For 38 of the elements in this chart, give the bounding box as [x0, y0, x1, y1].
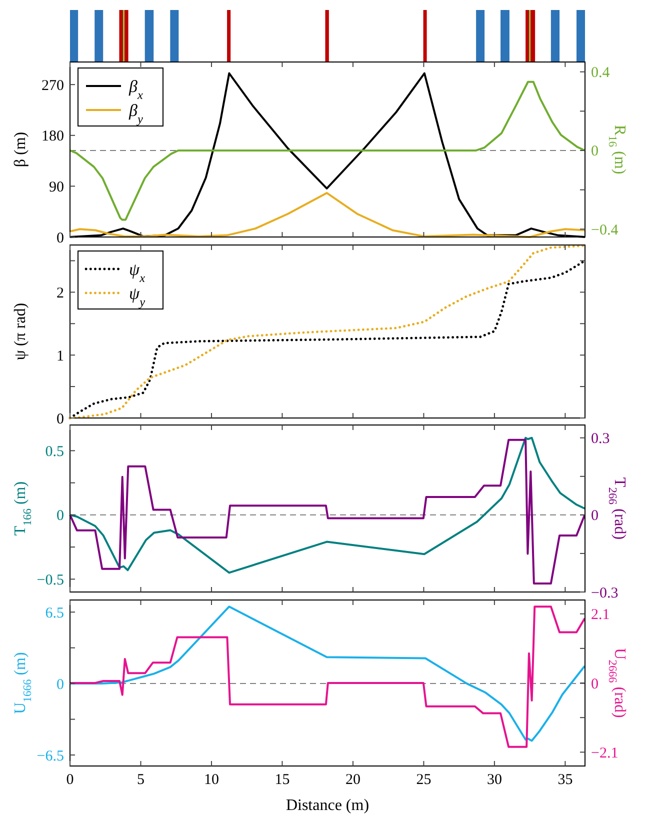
- y-tick-label: 1: [56, 348, 64, 364]
- y2-tick-label: 2.1: [591, 607, 610, 624]
- y2-tick-label: 0.3: [591, 431, 610, 448]
- y-tick-label: −0.5: [36, 572, 64, 588]
- y2-tick-label: 0: [591, 144, 598, 160]
- x-tick-label: 25: [416, 772, 432, 788]
- y-tick-label: 180: [42, 128, 64, 145]
- y2-tick-label: −0.3: [591, 585, 618, 602]
- x-tick-label: 35: [558, 772, 573, 788]
- y-tick-label: 6.5: [45, 605, 64, 622]
- y2-tick-label: −2.1: [591, 745, 618, 762]
- y-tick-label: −6.5: [36, 748, 64, 764]
- y-tick-label: 0.5: [45, 444, 64, 460]
- y-tick-label: 0: [56, 230, 64, 246]
- legend-label: ψ$_{x}$: [129, 260, 146, 285]
- legend-label: β$_{y}$: [128, 100, 144, 126]
- y-axis-title: β (m): [12, 132, 29, 168]
- x-tick-label: 20: [345, 772, 360, 788]
- y2-tick-label: 0: [591, 508, 598, 524]
- line-series: [69, 192, 586, 238]
- y2-tick-label: −0.4: [591, 222, 619, 238]
- y-tick-label: 90: [49, 179, 64, 196]
- legend-label: ψ$_{y}$: [129, 284, 146, 309]
- y-tick-label: 0: [56, 676, 64, 693]
- x-tick-label: 30: [486, 772, 502, 788]
- x-tick-label: 15: [274, 772, 290, 788]
- x-tick-label: 5: [136, 772, 144, 788]
- y-tick-label: 270: [42, 78, 64, 94]
- y-axis-title: ψ (π rad): [12, 302, 29, 360]
- x-axis-title: Distance (m): [286, 797, 370, 814]
- legend-label: β$_{x}$: [128, 76, 144, 102]
- line-series: [69, 80, 586, 221]
- y2-tick-label: 0.4: [591, 65, 610, 82]
- y2-tick-label: 0: [591, 676, 598, 692]
- y-tick-label: 0: [56, 508, 64, 524]
- y-tick-label: 2: [56, 285, 64, 302]
- x-tick-label: 10: [204, 772, 219, 788]
- y-tick-label: 0: [56, 411, 64, 428]
